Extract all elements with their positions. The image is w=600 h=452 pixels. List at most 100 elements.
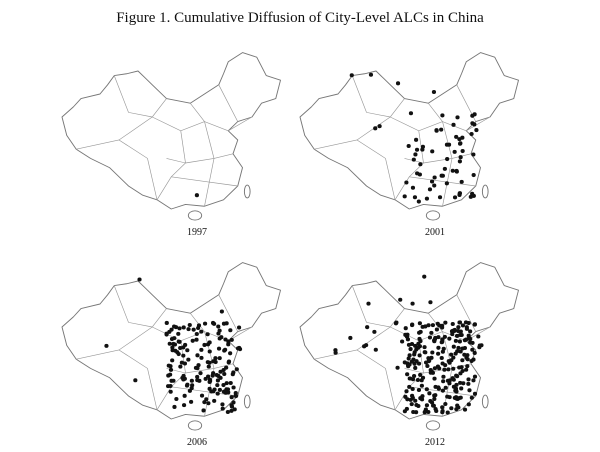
city-dot: [168, 367, 174, 372]
city-dot: [215, 383, 220, 388]
city-dot: [430, 149, 435, 154]
city-dot: [210, 373, 215, 378]
city-dot: [424, 403, 430, 408]
city-dot: [217, 328, 222, 333]
city-dot: [472, 391, 478, 396]
city-dot: [460, 323, 466, 328]
city-dot: [368, 72, 374, 77]
city-dot: [189, 378, 194, 383]
city-dot: [408, 347, 413, 352]
city-dot: [453, 386, 459, 391]
city-dot: [217, 387, 222, 392]
city-dot: [440, 388, 445, 393]
city-dot: [456, 325, 461, 330]
city-dot: [414, 147, 420, 152]
city-dot: [477, 343, 482, 348]
city-dot: [404, 389, 409, 394]
city-dot: [211, 389, 216, 394]
city-dot: [450, 168, 455, 173]
city-dot: [216, 324, 221, 329]
city-dot: [406, 363, 411, 368]
city-dot: [226, 390, 231, 395]
city-dot: [417, 172, 422, 177]
city-dot: [413, 365, 418, 370]
city-dot: [236, 325, 242, 330]
city-dot: [449, 352, 454, 357]
city-dot: [211, 359, 216, 364]
city-dot: [449, 329, 455, 334]
city-dot: [419, 383, 424, 388]
city-dot: [417, 330, 422, 335]
city-dot: [410, 393, 415, 398]
city-dot: [415, 345, 421, 350]
city-dot: [203, 376, 208, 381]
city-dot: [426, 323, 431, 328]
city-dot: [366, 301, 371, 306]
city-dot: [410, 185, 416, 190]
city-dot: [229, 404, 235, 409]
city-dot: [176, 352, 181, 357]
city-dot: [470, 347, 475, 352]
city-dot: [169, 378, 174, 383]
city-dot: [212, 398, 217, 403]
city-dot: [458, 349, 463, 354]
city-dot: [432, 393, 437, 398]
city-dot: [445, 157, 450, 162]
city-dot: [440, 349, 445, 354]
city-dot: [373, 347, 378, 352]
city-dot: [434, 327, 439, 332]
city-dot: [457, 339, 462, 344]
city-dot: [202, 400, 207, 405]
city-dot: [457, 137, 462, 142]
city-dot: [428, 370, 433, 375]
map-panels: 1997 2001 2006 2012: [61, 52, 519, 448]
city-dot: [431, 89, 437, 94]
city-dot: [403, 332, 408, 337]
city-dot: [429, 355, 434, 360]
city-dot: [348, 335, 353, 340]
city-dot: [400, 339, 405, 344]
city-dot: [104, 343, 109, 348]
city-dot: [223, 337, 228, 342]
city-dot: [470, 113, 475, 118]
city-dot: [215, 378, 220, 383]
city-dot: [187, 388, 192, 393]
city-dot: [433, 406, 438, 411]
city-dot: [456, 345, 461, 350]
city-dot: [443, 401, 448, 407]
city-dot: [228, 351, 233, 356]
city-dot: [410, 301, 415, 306]
city-dot: [443, 385, 448, 390]
city-dot: [439, 127, 444, 132]
city-dot: [172, 342, 178, 347]
city-dot: [222, 348, 227, 353]
city-dot: [416, 361, 422, 366]
city-dot: [465, 364, 470, 369]
city-dot: [444, 181, 449, 186]
city-dot: [406, 356, 411, 361]
city-dot: [395, 365, 400, 370]
city-dot: [226, 360, 231, 365]
city-dot: [418, 162, 423, 167]
city-dot: [224, 365, 229, 370]
city-dot: [427, 187, 433, 192]
city-dot: [442, 367, 447, 372]
city-dot: [217, 356, 222, 361]
city-dot: [181, 353, 186, 358]
city-dot: [404, 180, 409, 185]
city-dot: [413, 343, 418, 348]
city-dot: [472, 322, 477, 327]
city-dot: [432, 376, 437, 381]
city-dot: [182, 376, 187, 381]
city-dot: [430, 323, 435, 328]
city-dot: [471, 152, 476, 157]
city-dot: [205, 360, 210, 365]
city-dot: [405, 337, 411, 342]
city-dot: [196, 323, 202, 328]
panel-label: 2006: [187, 437, 207, 448]
city-dot: [172, 336, 177, 341]
city-dot: [439, 173, 444, 178]
city-dot: [430, 350, 435, 355]
city-dot: [409, 359, 414, 364]
city-dot: [433, 384, 438, 389]
